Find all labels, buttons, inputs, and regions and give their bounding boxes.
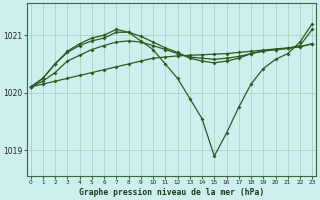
- X-axis label: Graphe pression niveau de la mer (hPa): Graphe pression niveau de la mer (hPa): [79, 188, 264, 197]
